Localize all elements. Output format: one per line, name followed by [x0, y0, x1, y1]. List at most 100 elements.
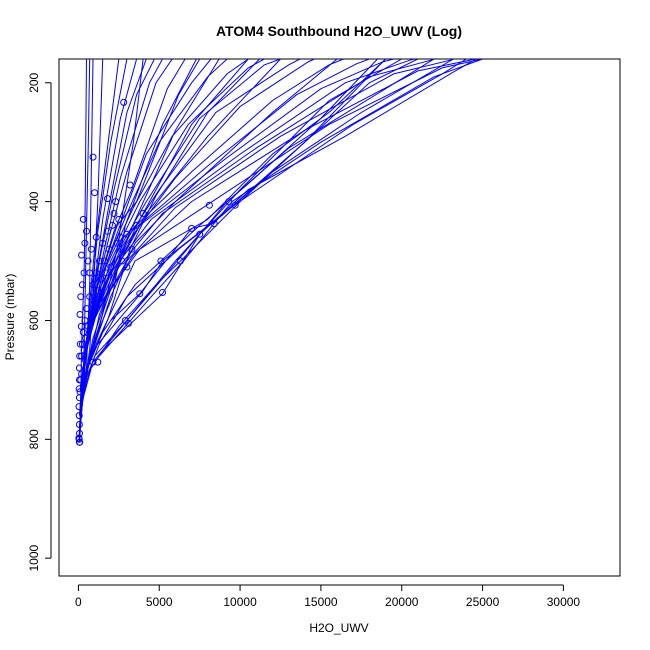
- x-axis-label: H2O_UWV: [309, 621, 368, 635]
- data-point: [133, 221, 141, 229]
- data-point: [76, 340, 84, 348]
- data-point: [84, 257, 92, 265]
- data-point: [76, 388, 84, 396]
- data-point: [139, 210, 147, 217]
- x-tick-label: 5000: [146, 595, 173, 609]
- data-point: [83, 227, 90, 235]
- x-tick-label: 0: [75, 595, 82, 609]
- data-point: [92, 233, 100, 241]
- y-tick-label: 200: [27, 72, 41, 92]
- series-group: [78, 59, 483, 443]
- data-point: [81, 239, 89, 247]
- data-point: [112, 198, 120, 206]
- data-point: [123, 230, 131, 238]
- data-point: [176, 257, 184, 265]
- data-point: [76, 311, 84, 318]
- series-line-42: [82, 59, 386, 381]
- data-point: [159, 289, 166, 296]
- data-point: [99, 239, 107, 247]
- data-point: [125, 319, 132, 327]
- data-point: [123, 263, 131, 271]
- x-tick-label: 10000: [223, 595, 257, 609]
- data-point: [104, 227, 111, 235]
- y-tick-label: 600: [27, 310, 41, 330]
- series-line-26: [102, 59, 477, 351]
- data-point: [91, 299, 99, 307]
- x-tick-label: 20000: [385, 595, 419, 609]
- data-point: [78, 251, 86, 259]
- data-point: [86, 269, 94, 277]
- data-point: [110, 210, 118, 217]
- data-point: [81, 317, 89, 324]
- data-point: [91, 189, 99, 197]
- series-line-16: [84, 59, 315, 357]
- data-point: [79, 382, 87, 390]
- series-line-17: [83, 59, 344, 351]
- data-point: [89, 153, 97, 161]
- series-line-43: [81, 59, 338, 386]
- x-tick-label: 15000: [304, 595, 338, 609]
- data-point: [107, 263, 115, 271]
- data-point: [95, 257, 103, 265]
- plot-frame: [58, 58, 621, 577]
- x-axis: 0 5000 10000 15000 20000 25000 30000: [75, 584, 580, 609]
- series-line-44: [80, 59, 281, 395]
- data-point: [78, 352, 86, 360]
- data-point: [210, 220, 218, 228]
- series-line-24: [95, 59, 483, 309]
- data-point: [75, 412, 83, 420]
- data-point: [87, 245, 95, 253]
- series-line-7: [79, 59, 173, 410]
- data-point: [79, 328, 87, 336]
- y-tick-label: 1000: [27, 545, 41, 572]
- data-point: [196, 230, 204, 238]
- data-point: [76, 438, 84, 446]
- data-point: [91, 275, 99, 283]
- data-point: [188, 224, 196, 232]
- data-point: [77, 293, 85, 301]
- series-line-20: [89, 59, 415, 333]
- data-point: [102, 269, 110, 277]
- data-point: [157, 257, 165, 265]
- data-point: [76, 352, 84, 360]
- series-line-28: [110, 59, 454, 321]
- data-point: [83, 305, 90, 313]
- data-point: [84, 322, 92, 330]
- data-point: [75, 403, 83, 411]
- data-point: [126, 181, 134, 189]
- plot-area: [75, 59, 483, 446]
- series-line-25: [99, 59, 483, 357]
- chart-title: ATOM4 Southbound H2O_UWV (Log): [216, 23, 462, 39]
- data-point: [86, 293, 94, 301]
- y-tick-label: 400: [27, 191, 41, 211]
- data-point: [79, 215, 87, 223]
- data-point: [94, 287, 102, 295]
- data-point: [75, 421, 83, 428]
- data-point: [136, 290, 144, 298]
- data-point: [82, 334, 90, 342]
- data-point: [78, 281, 86, 289]
- data-point: [118, 257, 126, 265]
- series-line-45: [79, 59, 249, 407]
- data-point: [120, 98, 128, 106]
- y-axis-label: Pressure (mbar): [3, 274, 17, 361]
- data-point: [115, 215, 123, 223]
- data-point: [100, 257, 108, 265]
- data-point: [128, 245, 136, 253]
- data-point: [87, 311, 95, 318]
- data-point: [78, 370, 86, 378]
- data-point: [205, 201, 213, 209]
- data-point: [225, 198, 233, 206]
- x-tick-label: 25000: [466, 595, 500, 609]
- y-axis: 200 400 600 800 1000: [27, 72, 52, 572]
- data-point: [231, 201, 239, 209]
- data-point: [89, 358, 97, 366]
- y-tick-label: 800: [27, 429, 41, 449]
- data-point: [104, 195, 111, 203]
- data-point: [105, 245, 113, 253]
- series-line-21: [90, 59, 435, 327]
- data-point: [94, 358, 102, 366]
- data-point: [75, 364, 83, 372]
- data-point: [108, 221, 116, 229]
- data-point: [75, 434, 83, 442]
